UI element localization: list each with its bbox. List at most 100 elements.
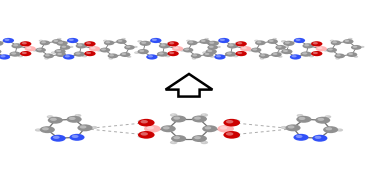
Circle shape [170, 141, 177, 144]
Circle shape [158, 52, 164, 55]
Circle shape [127, 56, 131, 58]
Circle shape [21, 44, 26, 46]
Circle shape [171, 141, 174, 143]
Circle shape [62, 46, 66, 48]
Circle shape [141, 42, 146, 44]
Circle shape [285, 42, 290, 44]
Circle shape [11, 52, 16, 55]
Circle shape [226, 132, 233, 136]
Circle shape [138, 49, 149, 54]
Circle shape [57, 53, 62, 55]
Circle shape [302, 43, 314, 49]
Circle shape [9, 52, 21, 57]
Circle shape [294, 38, 305, 43]
Circle shape [278, 56, 282, 58]
Circle shape [69, 46, 73, 48]
Circle shape [103, 40, 108, 42]
Circle shape [147, 126, 154, 129]
Circle shape [279, 56, 281, 57]
Circle shape [285, 46, 287, 47]
Circle shape [20, 54, 22, 55]
Circle shape [138, 119, 155, 126]
Circle shape [19, 55, 21, 56]
Circle shape [233, 55, 239, 57]
Circle shape [40, 40, 42, 41]
Circle shape [192, 116, 207, 122]
Circle shape [41, 41, 46, 43]
Circle shape [169, 42, 174, 44]
Circle shape [311, 54, 315, 56]
Circle shape [172, 46, 183, 51]
Circle shape [138, 120, 144, 123]
Circle shape [26, 47, 31, 49]
Circle shape [316, 46, 327, 51]
Circle shape [260, 54, 265, 56]
Circle shape [44, 57, 49, 60]
Circle shape [302, 52, 307, 55]
Circle shape [74, 52, 85, 57]
Circle shape [60, 45, 70, 50]
Circle shape [257, 41, 262, 43]
Circle shape [202, 141, 205, 143]
Circle shape [167, 42, 172, 44]
Circle shape [52, 39, 62, 44]
Circle shape [152, 39, 157, 41]
Circle shape [37, 48, 42, 50]
Circle shape [234, 55, 236, 56]
Circle shape [141, 120, 148, 123]
Circle shape [225, 52, 236, 57]
Circle shape [86, 52, 91, 54]
Circle shape [255, 40, 266, 45]
Circle shape [85, 42, 87, 43]
Circle shape [253, 48, 257, 50]
Circle shape [203, 52, 205, 53]
Circle shape [22, 52, 27, 54]
Circle shape [223, 119, 240, 126]
Circle shape [173, 136, 180, 139]
Circle shape [283, 50, 288, 52]
Circle shape [86, 42, 91, 44]
Circle shape [22, 42, 27, 44]
Circle shape [171, 116, 186, 122]
Circle shape [251, 48, 262, 53]
Circle shape [331, 40, 341, 45]
Circle shape [180, 49, 184, 52]
Circle shape [89, 46, 100, 51]
Circle shape [312, 44, 317, 46]
Circle shape [200, 113, 208, 117]
Circle shape [139, 50, 144, 52]
Circle shape [192, 57, 196, 60]
Circle shape [237, 42, 242, 44]
Circle shape [77, 44, 82, 46]
Circle shape [338, 129, 341, 130]
Circle shape [75, 52, 81, 55]
Circle shape [22, 44, 24, 45]
Circle shape [173, 117, 180, 120]
Circle shape [20, 51, 31, 56]
Circle shape [70, 134, 85, 141]
Circle shape [50, 118, 57, 121]
Circle shape [82, 55, 87, 57]
Circle shape [146, 54, 158, 60]
Circle shape [84, 42, 88, 44]
Circle shape [275, 45, 286, 50]
Circle shape [202, 114, 205, 115]
Circle shape [0, 55, 6, 57]
Circle shape [121, 53, 126, 55]
Circle shape [62, 56, 67, 58]
Circle shape [169, 44, 172, 45]
Circle shape [281, 49, 293, 54]
Circle shape [40, 126, 55, 133]
Circle shape [20, 42, 24, 44]
Circle shape [20, 41, 31, 46]
Circle shape [100, 48, 110, 53]
Circle shape [260, 57, 264, 60]
Circle shape [192, 54, 197, 56]
Circle shape [226, 52, 232, 55]
Circle shape [353, 56, 358, 58]
Circle shape [235, 51, 247, 56]
Circle shape [313, 42, 318, 44]
Circle shape [229, 44, 234, 46]
Circle shape [348, 38, 353, 40]
Circle shape [35, 128, 42, 132]
